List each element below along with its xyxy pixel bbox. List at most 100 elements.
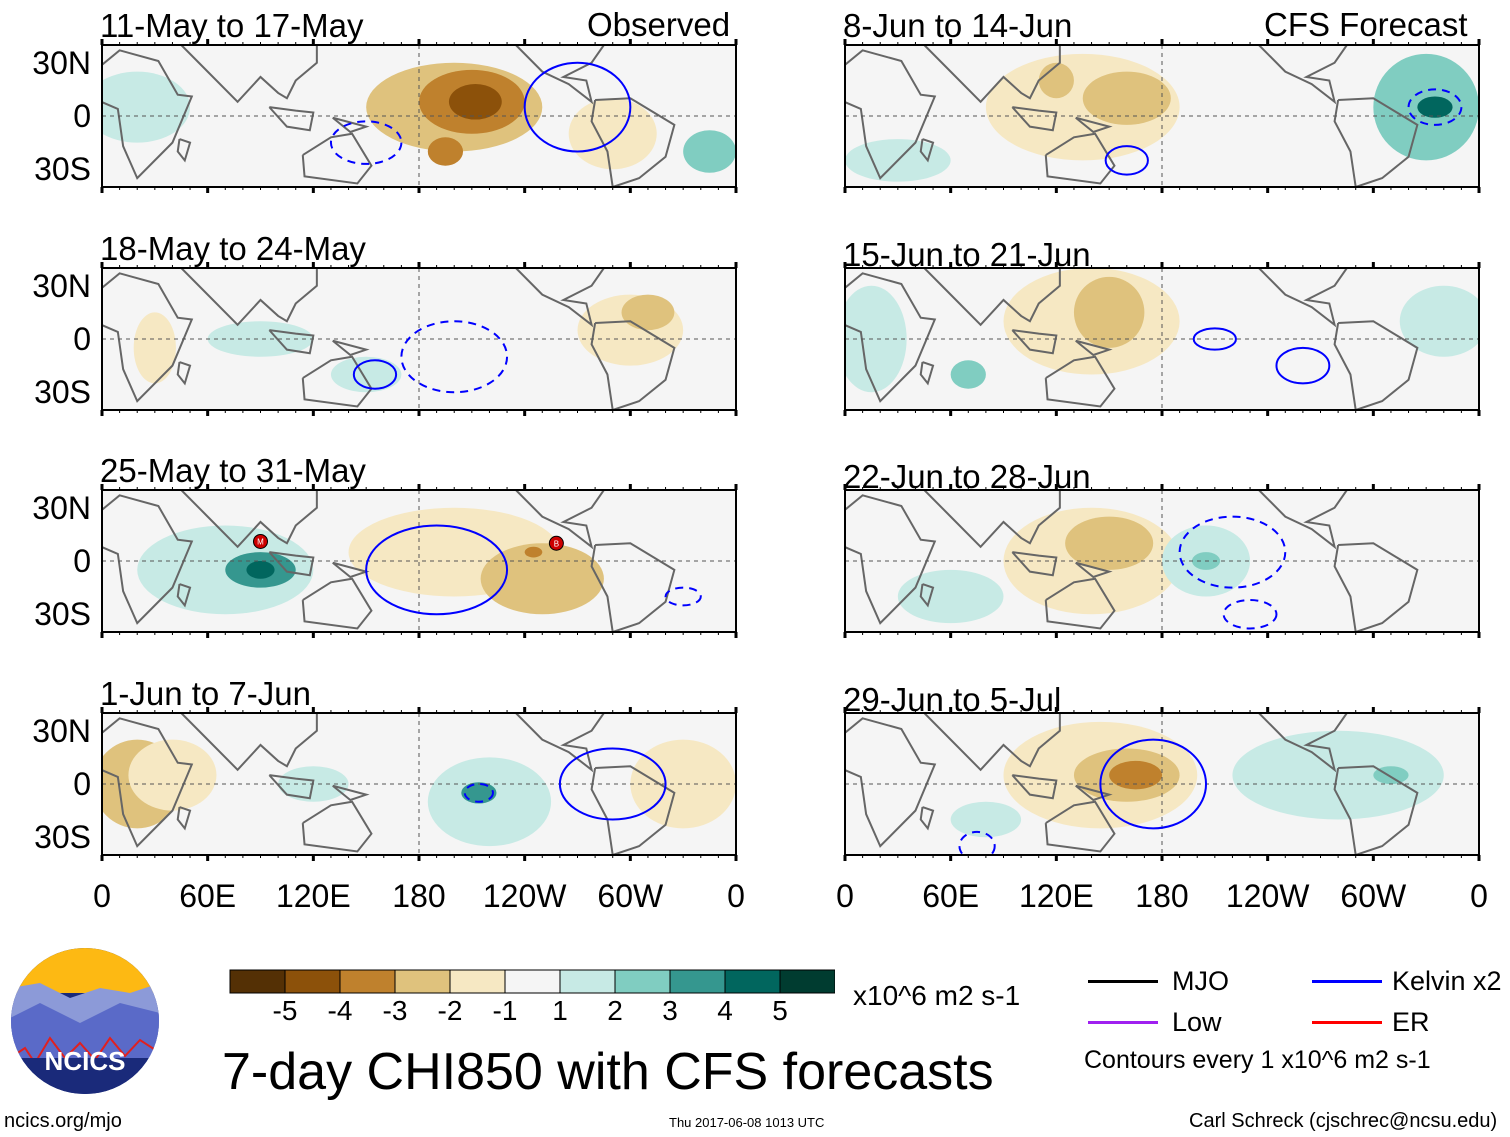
anomaly-region <box>246 561 275 579</box>
coastline <box>515 45 605 105</box>
kelvin-contour <box>523 61 632 153</box>
er-legend: ER <box>1392 1007 1430 1037</box>
panel-title: 29-Jun to 5-Jul <box>843 681 1062 718</box>
lat-tick-label: 0 <box>73 321 91 357</box>
colorbar-swatch <box>339 969 396 994</box>
anomaly-region <box>630 739 736 829</box>
kelvin-contour <box>352 359 398 390</box>
map-panel <box>843 707 1481 861</box>
lon-tick-label: 180 <box>1135 878 1189 914</box>
colorbar-tick: -2 <box>437 995 463 1026</box>
lat-tick-label: 30N <box>32 489 91 526</box>
lat-tick-label: 0 <box>73 766 91 802</box>
panel-title: 22-Jun to 28-Jun <box>843 458 1091 495</box>
anomaly-region <box>480 543 604 615</box>
colorbar-swatch <box>504 969 561 994</box>
lon-tick-label: 60W <box>1340 878 1407 914</box>
anomaly-region <box>950 360 986 389</box>
storm-label: B <box>554 539 559 548</box>
lat-tick-label: 30S <box>34 819 91 856</box>
lon-tick-label: 60E <box>922 878 980 914</box>
coastline <box>1075 116 1113 134</box>
figure-title: 7-day CHI850 with CFS forecasts <box>222 1043 994 1101</box>
colorbar <box>229 969 835 994</box>
colorbar-tick: -5 <box>272 995 298 1026</box>
coastline <box>1075 339 1113 357</box>
lat-tick-label: 0 <box>73 543 91 579</box>
coastline <box>301 577 373 630</box>
panel-title: 15-Jun to 21-Jun <box>843 236 1091 273</box>
anomaly-region <box>845 285 907 393</box>
colorbar-tick: -1 <box>492 995 518 1026</box>
anomaly-region <box>1073 276 1145 348</box>
coastline <box>590 542 676 632</box>
colorbar-tick: 1 <box>552 995 568 1026</box>
map-panel <box>843 484 1481 638</box>
coastline <box>1044 800 1116 853</box>
coastline <box>1011 106 1058 132</box>
anomaly-region <box>621 294 675 331</box>
coastline <box>845 49 937 180</box>
coastline <box>1333 97 1419 187</box>
coastline <box>1258 713 1348 773</box>
ncics-logo: NCICS <box>11 948 159 1094</box>
coastline <box>1333 320 1419 410</box>
coastline <box>1044 132 1116 185</box>
lon-tick-label: 120W <box>1225 878 1310 914</box>
kelvin-contour <box>1178 515 1287 589</box>
lon-tick-label: 60W <box>597 878 664 914</box>
kelvin-contour <box>400 320 509 394</box>
coastline <box>845 713 1061 772</box>
colorbar-tick: 2 <box>607 995 623 1026</box>
panel-title: 11-May to 17-May <box>100 7 364 44</box>
anomaly-region <box>1232 730 1444 820</box>
coastline <box>919 583 935 608</box>
colorbar-tick: 4 <box>717 995 733 1026</box>
anomaly-region <box>427 757 552 847</box>
forecast-label: CFS Forecast <box>1264 6 1468 43</box>
coastline <box>102 713 318 772</box>
coastline <box>1044 577 1116 630</box>
lon-tick-label: 0 <box>93 878 111 914</box>
coastline <box>176 806 192 831</box>
colorbar-swatch <box>229 969 286 994</box>
coastline <box>1258 45 1348 105</box>
coastline <box>332 784 370 802</box>
kelvin-contour <box>463 783 494 803</box>
colorbar-tick: 3 <box>662 995 678 1026</box>
coastline <box>590 320 676 410</box>
coastline <box>176 583 192 608</box>
anomaly-region <box>1109 760 1163 790</box>
kelvin-contour <box>664 586 702 607</box>
lat-tick-label: 30N <box>32 267 91 304</box>
mjo-line <box>1088 980 1158 983</box>
colorbar-units: x10^6 m2 s-1 <box>853 980 1021 1011</box>
anomaly-region <box>950 801 1022 838</box>
coastline <box>590 765 676 855</box>
coastline <box>845 717 937 848</box>
lat-tick-label: 30S <box>34 151 91 188</box>
kelvin-contour <box>365 524 509 616</box>
anomaly-region <box>102 71 191 143</box>
coastline <box>1011 551 1058 577</box>
footer-url[interactable]: ncics.org/mjo <box>4 1110 122 1132</box>
coastline <box>102 45 318 104</box>
coastline <box>919 138 935 163</box>
colorbar-swatch <box>394 969 451 994</box>
coastline <box>102 49 194 180</box>
coastline <box>845 45 1061 104</box>
contour-note: Contours every 1 x10^6 m2 s-1 <box>1084 1046 1431 1074</box>
coastline <box>919 806 935 831</box>
coastline <box>332 561 370 579</box>
logo-text: NCICS <box>45 1046 126 1076</box>
panel-title: 25-May to 31-May <box>100 452 366 489</box>
coastline <box>845 272 937 403</box>
storm-label: M <box>257 537 264 546</box>
anomaly-region <box>568 98 657 170</box>
map-panel <box>100 262 738 416</box>
kelvin-contour <box>1099 738 1208 830</box>
coastline <box>102 717 194 848</box>
map-panel <box>843 39 1481 193</box>
